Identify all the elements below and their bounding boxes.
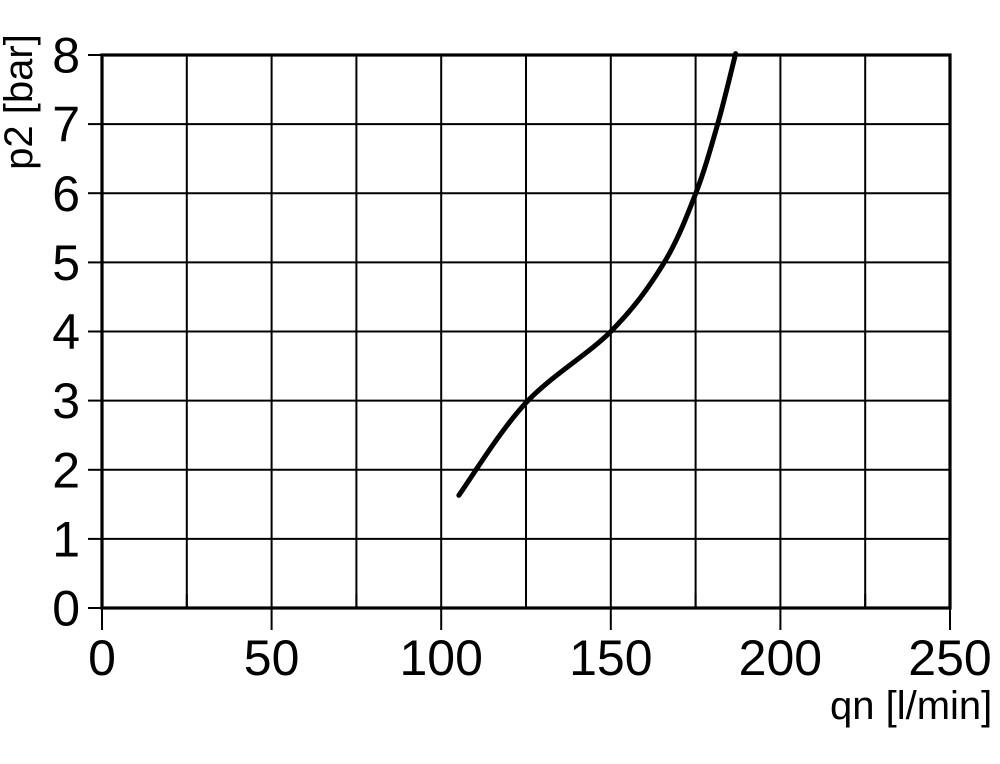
svg-text:150: 150 [569, 630, 652, 686]
svg-text:2: 2 [52, 442, 80, 498]
svg-text:7: 7 [52, 97, 80, 153]
svg-text:3: 3 [52, 373, 80, 429]
svg-text:200: 200 [739, 630, 822, 686]
svg-text:1: 1 [52, 511, 80, 567]
svg-text:4: 4 [52, 304, 80, 360]
svg-text:250: 250 [908, 630, 991, 686]
svg-text:100: 100 [399, 630, 482, 686]
svg-text:6: 6 [52, 166, 80, 222]
svg-text:p2 [bar]: p2 [bar] [0, 34, 41, 170]
svg-text:qn [l/min]: qn [l/min] [830, 684, 992, 728]
svg-text:0: 0 [52, 581, 80, 637]
svg-text:50: 50 [244, 630, 300, 686]
svg-text:5: 5 [52, 235, 80, 291]
svg-text:8: 8 [52, 28, 80, 84]
svg-text:0: 0 [88, 630, 116, 686]
